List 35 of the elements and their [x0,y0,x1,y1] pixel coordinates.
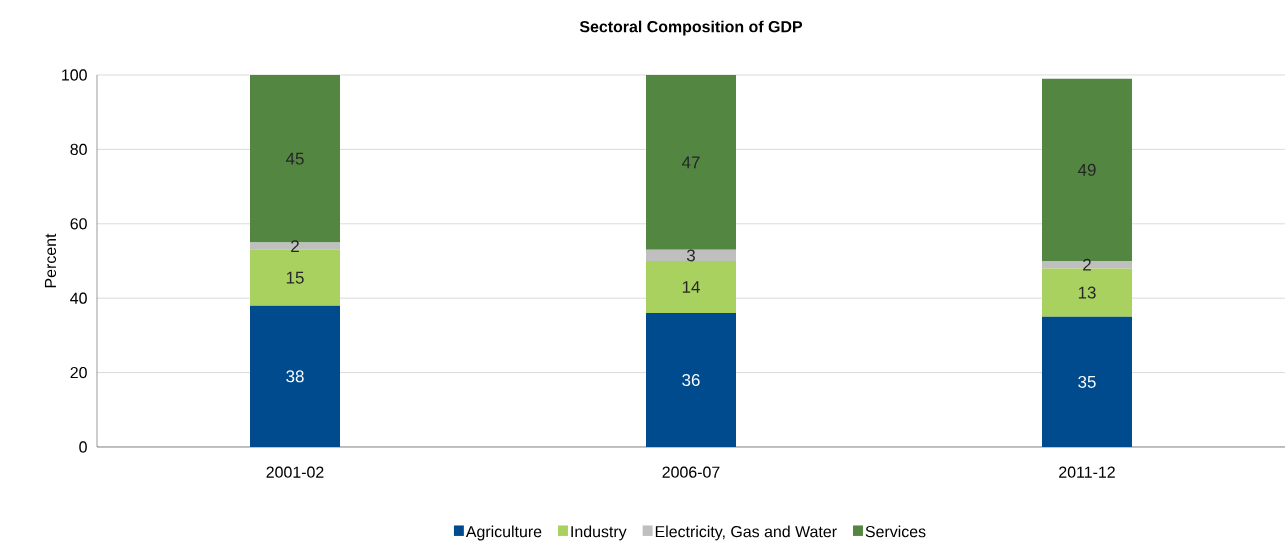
data-label: 47 [681,156,700,169]
bar [646,313,736,447]
y-tick-label: 80 [70,143,87,156]
y-tick-label: 0 [79,441,87,453]
bar [646,74,736,250]
chart-title: Sectoral Composition of GDP [579,20,803,36]
bar [250,305,341,447]
legend-label: Agriculture [465,525,542,541]
data-label: 36 [682,374,700,387]
legend-label: Services [865,525,926,538]
x-tick-label: 2006-07 [662,466,720,478]
data-label: 45 [285,152,304,165]
y-tick-label: 20 [70,366,87,379]
data-label: 3 [686,249,695,262]
data-label: 13 [1078,286,1096,299]
data-label: 2 [291,240,299,253]
y-tick-label: 100 [62,69,87,81]
bar [1041,260,1132,269]
x-tick-label: 2001-02 [266,466,324,478]
x-tick-label: 2011-12 [1059,466,1115,478]
bar [646,260,736,314]
bar [1041,316,1132,447]
y-tick-label: 40 [70,292,87,304]
data-label: 2 [1083,258,1091,271]
data-label: 49 [1077,163,1096,176]
legend-label: Electricity, Gas and Water [655,525,837,541]
legend-label: Industry [571,525,627,541]
y-axis-title: Percent [44,233,57,288]
data-label: 38 [286,370,304,383]
y-tick-label: 60 [70,218,87,230]
data-label: 15 [286,271,304,284]
bar [646,249,736,261]
data-label: 35 [1078,375,1096,388]
bar [250,242,341,250]
data-label: 14 [682,281,700,293]
